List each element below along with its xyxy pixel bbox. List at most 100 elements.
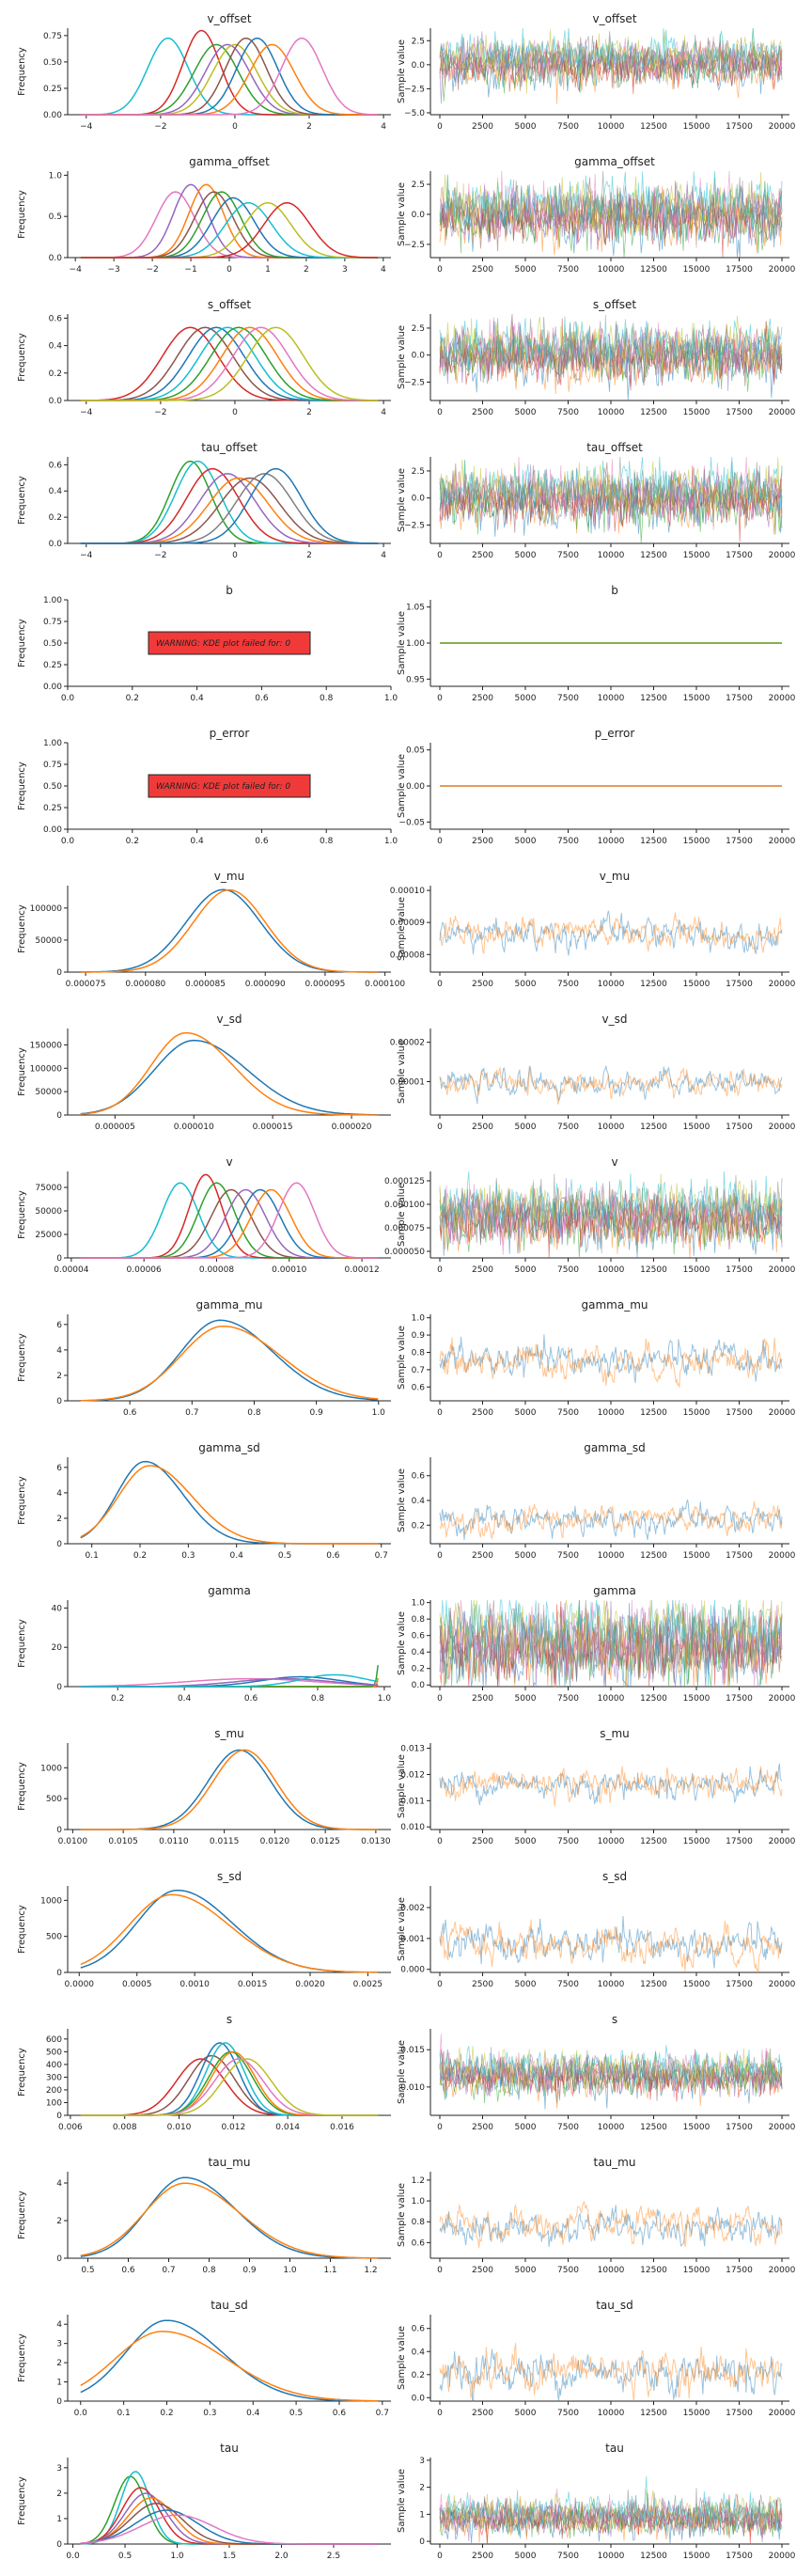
trace-x-tick-label: 5000	[515, 837, 537, 846]
trace-y-tick-label: 0.001	[400, 1935, 425, 1944]
trace-x-tick-label: 5000	[515, 551, 537, 560]
trace-x-tick-label: 0	[437, 1551, 443, 1561]
kde-title: tau_sd	[211, 2299, 248, 2312]
kde-y-tick-label: 1	[56, 2379, 62, 2388]
kde-x-tick-label: 0.8	[202, 2266, 216, 2275]
trace-x-tick-label: 12500	[640, 408, 667, 417]
trace-x-tick-label: 17500	[726, 265, 753, 275]
trace-x-tick-label: 7500	[557, 408, 579, 417]
trace-ylabel: Sample value	[397, 2469, 407, 2533]
kde-y-tick-label: 0	[56, 2397, 62, 2407]
kde-y-tick-label: 4	[56, 1346, 62, 1356]
kde-ylabel: Frequency	[17, 904, 27, 953]
kde-x-tick-label: 0.00004	[54, 1265, 88, 1275]
kde-x-tick-label: 0.0025	[353, 1980, 383, 1989]
trace-x-tick-label: 0	[437, 408, 443, 417]
trace-x-tick-label: 7500	[557, 122, 579, 132]
trace-x-tick-label: 12500	[640, 265, 667, 275]
kde-x-tick-label: 0.006	[58, 2123, 83, 2132]
kde-x-tick-label: 0.012	[221, 2123, 245, 2132]
kde-curve-5	[81, 2052, 378, 2116]
kde-curve-0	[81, 1462, 378, 1544]
trace-x-tick-label: 10000	[598, 2552, 625, 2561]
kde-ylabel: Frequency	[17, 2191, 27, 2239]
trace-x-tick-label: 0	[437, 2409, 443, 2418]
trace-x-tick-label: 0	[437, 1408, 443, 1418]
kde-warning-text: WARNING: KDE plot failed for: 0	[156, 639, 290, 649]
kde-x-tick-label: 0.0	[61, 694, 75, 703]
trace-y-tick-label: 0.00008	[390, 950, 425, 960]
trace-chain-1	[440, 1501, 782, 1539]
kde-x-tick-label: 0	[226, 265, 232, 275]
kde-y-tick-label: 0	[56, 1254, 62, 1264]
trace-x-tick-label: 10000	[598, 122, 625, 132]
kde-x-tick-label: 1.5	[223, 2552, 236, 2561]
kde-curve-6	[81, 474, 378, 543]
kde-x-tick-label: 0.0000	[65, 1980, 95, 1989]
trace-ylabel: Sample value	[397, 1469, 407, 1532]
kde-ylabel: Frequency	[17, 619, 27, 668]
trace-title: tau_offset	[586, 441, 643, 454]
kde-curve-6	[81, 327, 378, 401]
kde-ylabel: Frequency	[17, 2333, 27, 2382]
kde-x-tick-label: 0.0010	[180, 1980, 210, 1989]
trace-y-tick-label: 0.0	[412, 352, 426, 361]
trace-x-tick-label: 5000	[515, 2409, 537, 2418]
trace-title: b	[611, 584, 618, 597]
kde-ylabel: Frequency	[17, 476, 27, 525]
trace-x-tick-label: 2500	[472, 122, 493, 132]
kde-y-tick-label: 0	[56, 2540, 62, 2550]
trace-x-tick-label: 17500	[726, 408, 753, 417]
trace-x-tick-label: 12500	[640, 1980, 667, 1989]
kde-y-tick-label: 0	[56, 1683, 62, 1692]
kde-curve-2	[81, 2488, 378, 2544]
kde-x-tick-label: 1.0	[372, 1408, 386, 1418]
kde-title: s	[226, 2013, 232, 2026]
trace-x-tick-label: 0	[437, 694, 443, 703]
trace-y-tick-label: 0.0	[412, 61, 426, 71]
kde-x-tick-label: −4	[80, 551, 93, 560]
trace-x-tick-label: 12500	[640, 1837, 667, 1846]
kde-y-tick-label: 50000	[35, 1088, 62, 1097]
kde-x-tick-label: 0.0105	[108, 1837, 138, 1846]
kde-x-tick-label: 0.8	[311, 1694, 325, 1704]
trace-x-tick-label: 20000	[769, 1408, 796, 1418]
kde-y-tick-label: 0	[56, 968, 62, 978]
trace-x-tick-label: 5000	[515, 2123, 537, 2132]
kde-x-tick-label: −3	[108, 265, 120, 275]
kde-x-tick-label: 0.000020	[332, 1123, 372, 1132]
kde-warning-text: WARNING: KDE plot failed for: 0	[156, 782, 290, 792]
kde-y-tick-label: 0.50	[43, 58, 62, 68]
kde-y-tick-label: 1	[56, 2515, 62, 2524]
kde-y-tick-label: 600	[46, 2035, 62, 2045]
trace-x-tick-label: 10000	[598, 551, 625, 560]
kde-y-tick-label: 2	[56, 1372, 62, 1381]
kde-y-tick-label: 50000	[35, 936, 62, 946]
kde-x-tick-label: 0.4	[230, 1551, 244, 1561]
kde-ylabel: Frequency	[17, 1333, 27, 1382]
trace-x-tick-label: 20000	[769, 122, 796, 132]
trace-x-tick-label: 0	[437, 2552, 443, 2561]
trace-y-tick-label: 0.2	[412, 2371, 425, 2380]
kde-x-tick-label: 0.5	[81, 2266, 94, 2275]
kde-y-tick-label: 6	[56, 1464, 62, 1473]
trace-y-tick-label: 0.4	[412, 2348, 426, 2357]
kde-curve-4	[81, 2052, 378, 2116]
trace-x-tick-label: 20000	[769, 551, 796, 560]
kde-curve-1	[81, 890, 378, 972]
trace-x-tick-label: 5000	[515, 1551, 537, 1561]
trace-x-tick-label: 5000	[515, 408, 537, 417]
trace-chain-0	[440, 1764, 782, 1805]
kde-y-tick-label: 4	[56, 2179, 62, 2189]
